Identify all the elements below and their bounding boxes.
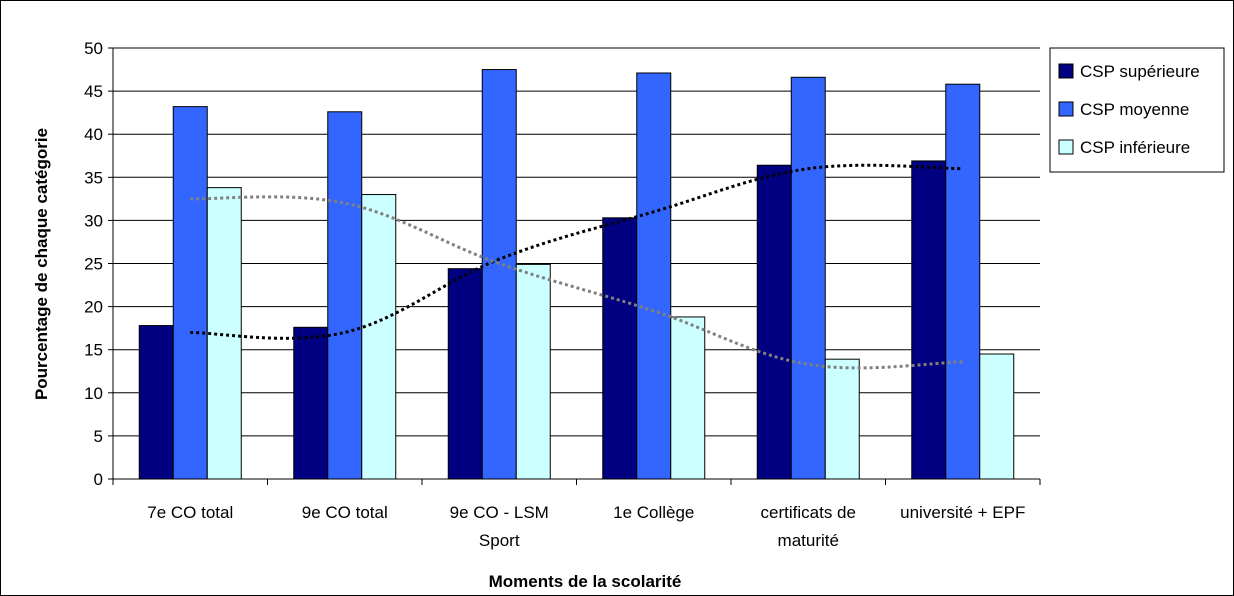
y-tick-label: 20	[84, 298, 103, 317]
legend-box	[1049, 47, 1225, 173]
x-tick-label: université + EPF	[900, 503, 1025, 522]
y-tick-label: 35	[84, 168, 103, 187]
y-tick-label: 0	[94, 470, 103, 489]
gridlines	[108, 47, 1040, 480]
bar	[447, 268, 483, 480]
y-tick-label: 30	[84, 211, 103, 230]
bar	[979, 353, 1015, 480]
y-tick-label: 25	[84, 255, 103, 274]
x-tick-label: 7e CO total	[147, 503, 233, 522]
y-tick-label: 40	[84, 125, 103, 144]
y-axis-title: Pourcentage de chaque catégorie	[32, 128, 51, 400]
bar	[670, 316, 706, 480]
x-tick-label: 9e CO total	[302, 503, 388, 522]
bar	[172, 106, 208, 480]
bar	[945, 83, 981, 480]
x-tick-label: 9e CO - LSM Sport	[450, 503, 549, 550]
y-tick-label: 5	[94, 427, 103, 446]
y-tick-labels: 0 5 10 15 20 25 30 35 40 45 50	[84, 39, 103, 489]
bar	[790, 76, 826, 480]
bar	[293, 326, 329, 480]
x-tick-labels: 7e CO total 9e CO total 9e CO - LSM Sport 1e…	[147, 503, 1025, 550]
bar	[361, 194, 397, 480]
legend-label: CSP inférieure	[1080, 138, 1190, 157]
bar	[138, 325, 174, 480]
bar	[602, 217, 638, 480]
bar	[911, 160, 947, 480]
legend: CSP supérieure CSP moyenne CSP inférieure	[1049, 47, 1225, 173]
axes	[112, 48, 1041, 485]
y-tick-label: 15	[84, 341, 103, 360]
bars	[138, 69, 1015, 480]
x-tick-label: 1e Collège	[613, 503, 694, 522]
trendlines	[190, 163, 963, 370]
legend-label: CSP supérieure	[1080, 62, 1200, 81]
legend-label: CSP moyenne	[1080, 100, 1189, 119]
x-axis-title: Moments de la scolarité	[489, 572, 682, 591]
legend-swatch	[1058, 101, 1074, 117]
bar	[636, 72, 672, 480]
legend-swatch	[1058, 139, 1074, 155]
bar	[206, 187, 242, 480]
y-tick-label: 50	[84, 39, 103, 58]
legend-swatch	[1058, 63, 1074, 79]
bar	[481, 69, 517, 480]
x-tick-label: certificats de maturité	[761, 503, 856, 550]
bar	[515, 263, 551, 480]
y-tick-label: 10	[84, 384, 103, 403]
y-tick-label: 45	[84, 82, 103, 101]
trendline	[190, 195, 963, 370]
bar	[327, 111, 363, 480]
bar	[756, 164, 792, 480]
bar	[824, 358, 860, 480]
trendline	[190, 163, 963, 340]
